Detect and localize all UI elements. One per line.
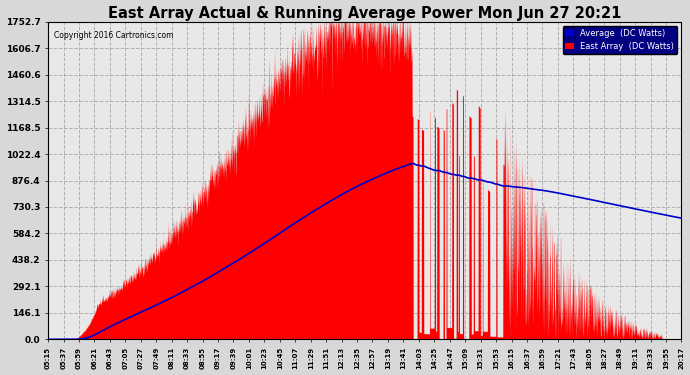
Legend: Average  (DC Watts), East Array  (DC Watts): Average (DC Watts), East Array (DC Watts…: [562, 26, 678, 54]
Text: Copyright 2016 Cartronics.com: Copyright 2016 Cartronics.com: [55, 31, 174, 40]
Title: East Array Actual & Running Average Power Mon Jun 27 20:21: East Array Actual & Running Average Powe…: [108, 6, 622, 21]
